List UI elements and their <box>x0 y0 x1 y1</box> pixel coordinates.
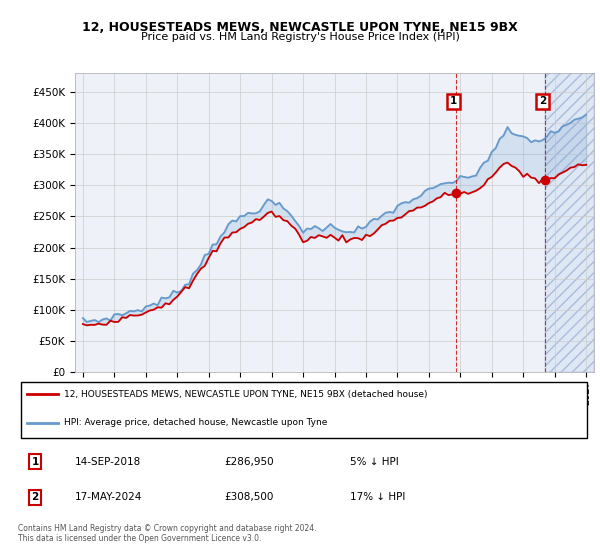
Text: 5% ↓ HPI: 5% ↓ HPI <box>350 457 399 467</box>
Text: 17% ↓ HPI: 17% ↓ HPI <box>350 492 406 502</box>
Text: £286,950: £286,950 <box>224 457 274 467</box>
Text: £308,500: £308,500 <box>224 492 274 502</box>
Text: Price paid vs. HM Land Registry's House Price Index (HPI): Price paid vs. HM Land Registry's House … <box>140 32 460 42</box>
Text: Contains HM Land Registry data © Crown copyright and database right 2024.
This d: Contains HM Land Registry data © Crown c… <box>18 524 317 543</box>
Text: 17-MAY-2024: 17-MAY-2024 <box>76 492 143 502</box>
Text: HPI: Average price, detached house, Newcastle upon Tyne: HPI: Average price, detached house, Newc… <box>64 418 327 427</box>
Text: 1: 1 <box>32 457 39 467</box>
Text: 14-SEP-2018: 14-SEP-2018 <box>76 457 142 467</box>
Text: 2: 2 <box>32 492 39 502</box>
Text: 2: 2 <box>539 96 546 106</box>
Text: 12, HOUSESTEADS MEWS, NEWCASTLE UPON TYNE, NE15 9BX: 12, HOUSESTEADS MEWS, NEWCASTLE UPON TYN… <box>82 21 518 34</box>
Text: 12, HOUSESTEADS MEWS, NEWCASTLE UPON TYNE, NE15 9BX (detached house): 12, HOUSESTEADS MEWS, NEWCASTLE UPON TYN… <box>64 390 427 399</box>
FancyBboxPatch shape <box>21 381 587 438</box>
Text: 1: 1 <box>450 96 457 106</box>
